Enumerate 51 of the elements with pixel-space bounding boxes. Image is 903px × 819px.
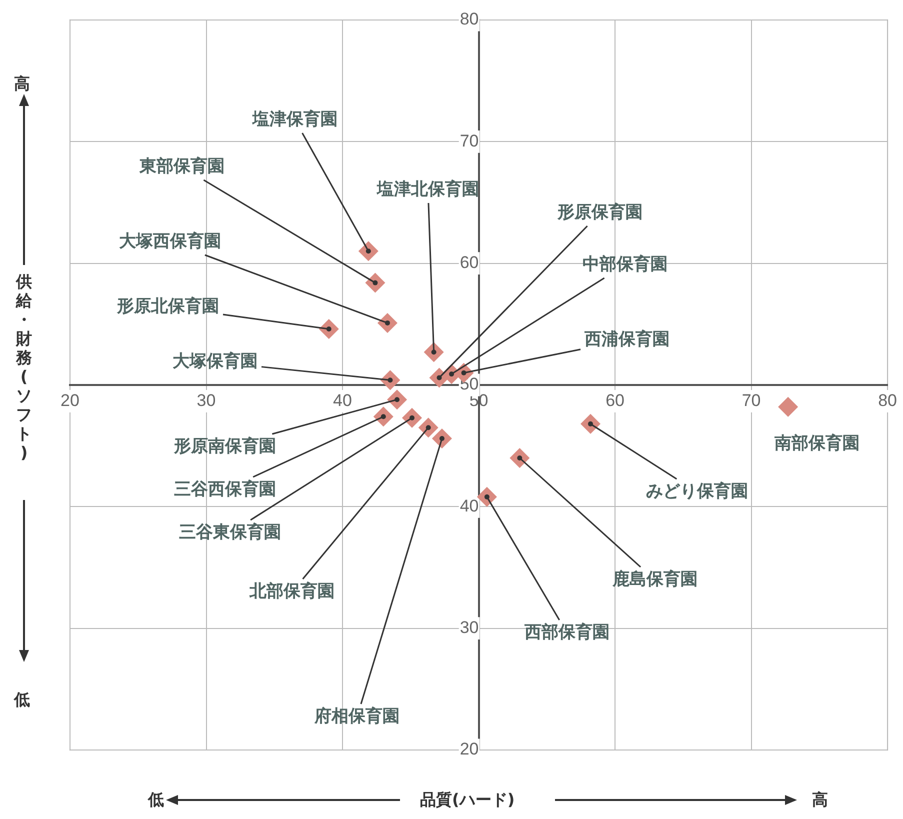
y-tick-label: 40 — [460, 496, 479, 516]
annotation: 中部保育園 — [582, 253, 668, 274]
x-tick-label: 80 — [878, 390, 898, 410]
annotation: 塩津保育園 — [252, 108, 338, 130]
annotation: 西浦保育園 — [584, 328, 670, 350]
annotation: みどり保育園 — [646, 480, 748, 502]
y-tick-label: 30 — [460, 618, 479, 638]
annotation: 形原保育園 — [556, 201, 642, 222]
point — [377, 312, 398, 333]
x-tick-label: 30 — [196, 390, 216, 410]
text: 低 — [148, 790, 164, 811]
point — [387, 390, 408, 410]
y-tick-label: 80 — [460, 10, 479, 29]
annotation: 東部保育園 — [138, 155, 224, 176]
annotation: 西部保育園 — [524, 621, 610, 642]
annotation: 三谷西保育園 — [174, 478, 276, 500]
annotation: 鹿島保育園 — [612, 568, 698, 590]
text: 高 — [14, 74, 30, 95]
text: 供給・財務(ソフト) — [16, 272, 32, 462]
point — [510, 448, 530, 468]
annotation: 三谷東保育園 — [179, 521, 281, 542]
y-tick-label: 20 — [460, 740, 479, 759]
point — [318, 319, 339, 340]
point — [373, 406, 394, 427]
point — [432, 428, 452, 449]
point — [778, 396, 798, 417]
annotation: 大塚西保育園 — [119, 230, 221, 252]
text: 低 — [14, 690, 30, 711]
text: 高 — [812, 790, 828, 811]
point — [418, 418, 438, 438]
annotation: 府相保育園 — [314, 705, 400, 726]
point — [365, 272, 386, 293]
x-axis-title: 品質(ハード) — [420, 790, 515, 811]
annotation: 北部保育園 — [248, 580, 334, 602]
point — [424, 342, 444, 362]
annotation: 大塚保育園 — [172, 350, 258, 372]
point — [402, 408, 422, 428]
point — [476, 486, 497, 507]
annotation: 塩津北保育園 — [376, 178, 479, 200]
point — [358, 241, 378, 262]
x-tick-label: 40 — [333, 390, 352, 410]
annotation: 形原南保育園 — [173, 435, 276, 456]
annotation: 形原北保育園 — [116, 295, 219, 316]
point — [580, 414, 601, 434]
x-tick-label: 60 — [606, 390, 624, 410]
x-tick-label: 70 — [742, 390, 761, 410]
annotation: 南部保育園 — [774, 432, 860, 454]
point — [380, 370, 400, 390]
y-tick-label: 70 — [460, 131, 479, 150]
y-tick-label: 60 — [460, 253, 479, 272]
x-tick-label: 20 — [60, 390, 80, 410]
